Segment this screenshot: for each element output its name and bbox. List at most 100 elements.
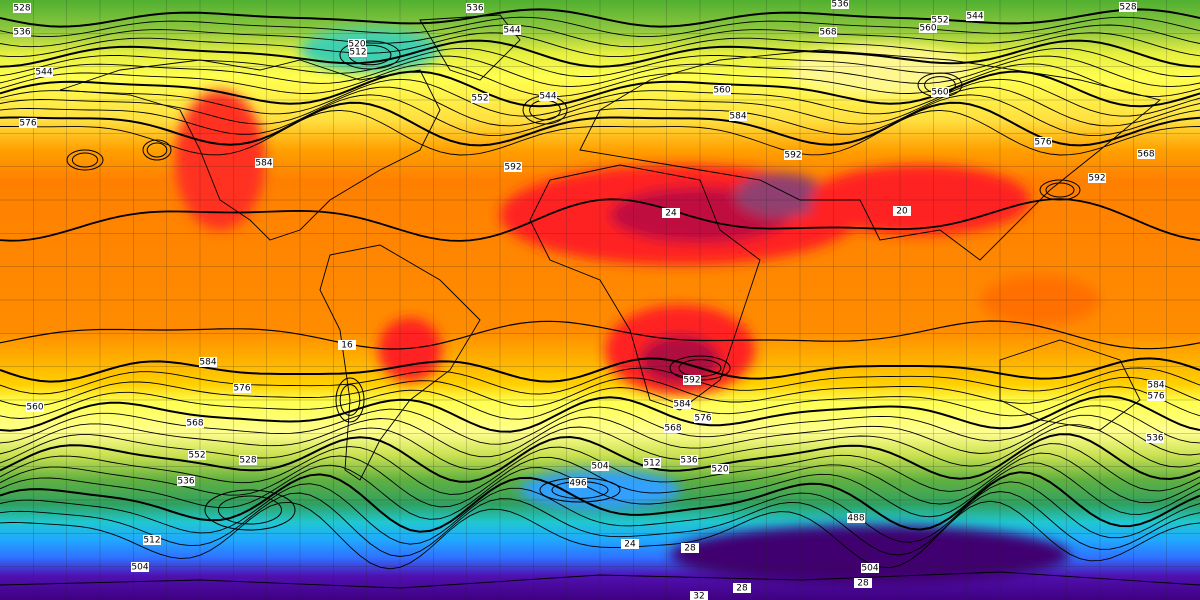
label-box xyxy=(713,85,731,95)
closed-contour xyxy=(204,489,296,531)
contour-label: 576 xyxy=(19,118,37,129)
contour xyxy=(0,101,1200,147)
contour-label: 568 xyxy=(1137,149,1155,160)
label-text: 576 xyxy=(1147,392,1164,402)
label-text: 584 xyxy=(199,358,216,368)
label-text: 32 xyxy=(693,592,704,600)
contour-label: 496 xyxy=(569,478,587,489)
label-text: 536 xyxy=(177,477,194,487)
contour xyxy=(0,386,1200,420)
contour-label: 568 xyxy=(664,423,682,434)
label-text: 576 xyxy=(694,414,711,424)
label-box xyxy=(233,383,251,393)
closed-contour xyxy=(146,142,168,158)
contour-label: 552 xyxy=(931,15,949,26)
contour xyxy=(0,109,1200,156)
label-text: 528 xyxy=(1119,3,1136,13)
label-text: 504 xyxy=(591,462,608,472)
label-box xyxy=(504,162,522,172)
label-box xyxy=(26,402,44,412)
label-text: 488 xyxy=(847,514,864,524)
coast-antarctica xyxy=(0,571,1200,589)
contour xyxy=(0,39,1200,68)
label-box xyxy=(13,27,31,37)
label-box xyxy=(199,357,217,367)
label-box xyxy=(919,23,937,33)
contour-label: 568 xyxy=(819,27,837,38)
contour xyxy=(0,500,1200,570)
label-text: 496 xyxy=(569,479,586,489)
label-text: 576 xyxy=(1034,138,1051,148)
label-text: 592 xyxy=(1088,174,1105,184)
contour-label: 528 xyxy=(13,3,31,14)
label-box xyxy=(1088,173,1106,183)
label-text: 536 xyxy=(680,456,697,466)
contour-label: 536 xyxy=(466,3,484,14)
contour xyxy=(0,78,1200,117)
label-box xyxy=(831,0,849,9)
contour-label: 576 xyxy=(233,383,251,394)
label-text: 512 xyxy=(349,48,366,58)
label-text: 528 xyxy=(13,4,30,14)
label-text: 512 xyxy=(643,459,660,469)
contour-label: 584 xyxy=(199,357,217,368)
label-text: 584 xyxy=(673,400,690,410)
closed-contour xyxy=(1045,182,1075,198)
contour-label: 592 xyxy=(1088,173,1106,184)
contour-label: 560 xyxy=(713,85,731,96)
label-box xyxy=(143,535,161,545)
label-text: 592 xyxy=(784,151,801,161)
label-box xyxy=(188,450,206,460)
label-box xyxy=(643,458,661,468)
label-box xyxy=(255,158,273,168)
label-box xyxy=(338,340,356,350)
label-box xyxy=(819,27,837,37)
label-box xyxy=(569,478,587,488)
closed-contour xyxy=(1039,179,1081,201)
contour xyxy=(0,376,1200,408)
label-text: 560 xyxy=(931,88,948,98)
label-text: 568 xyxy=(186,419,203,429)
contour xyxy=(0,471,1200,533)
contour xyxy=(0,70,1200,108)
contour xyxy=(0,414,1200,458)
label-box xyxy=(1147,391,1165,401)
contour-label: 512 xyxy=(143,535,161,546)
contour-label: 592 xyxy=(683,375,701,386)
label-text: 28 xyxy=(857,579,869,589)
contour-label: 504 xyxy=(861,563,879,574)
contour-label: 544 xyxy=(539,91,557,102)
label-box xyxy=(13,3,31,13)
closed-contour xyxy=(339,40,401,70)
closed-contour xyxy=(339,384,361,416)
contour xyxy=(0,86,1200,127)
coast-south-america xyxy=(319,244,481,481)
closed-contour xyxy=(218,495,282,525)
contour xyxy=(0,198,1200,242)
label-box xyxy=(348,39,366,49)
label-box xyxy=(19,118,37,128)
contour xyxy=(0,63,1200,97)
label-box xyxy=(683,375,701,385)
contour-label: 536 xyxy=(1146,433,1164,444)
closed-contour xyxy=(142,139,172,161)
contour-label: 576 xyxy=(1147,391,1165,402)
label-box xyxy=(186,418,204,428)
contour-label: 584 xyxy=(1147,380,1165,391)
label-box xyxy=(966,11,984,21)
closed-contour xyxy=(335,377,365,423)
contour xyxy=(0,395,1200,433)
label-box xyxy=(1146,433,1164,443)
coast-greenland xyxy=(419,14,521,81)
closed-contour xyxy=(66,149,104,171)
label-text: 544 xyxy=(966,12,983,22)
label-box xyxy=(349,47,367,57)
contour-label: 16 xyxy=(338,340,356,351)
label-text: 520 xyxy=(711,465,728,475)
label-text: 520 xyxy=(348,40,365,50)
label-text: 504 xyxy=(131,563,148,573)
contour xyxy=(0,433,1200,483)
contour xyxy=(0,481,1200,545)
